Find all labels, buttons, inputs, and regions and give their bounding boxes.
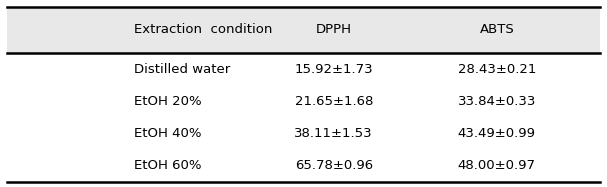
Text: 21.65±1.68: 21.65±1.68 <box>294 95 373 108</box>
Text: EtOH 20%: EtOH 20% <box>134 95 202 108</box>
Text: 48.00±0.97: 48.00±0.97 <box>458 159 536 172</box>
Text: 38.11±1.53: 38.11±1.53 <box>294 127 373 140</box>
Text: EtOH 40%: EtOH 40% <box>134 127 202 140</box>
Text: EtOH 60%: EtOH 60% <box>134 159 202 172</box>
Text: Distilled water: Distilled water <box>134 63 231 76</box>
Text: DPPH: DPPH <box>316 23 351 36</box>
Text: ABTS: ABTS <box>480 23 514 36</box>
Text: Extraction  condition: Extraction condition <box>134 23 273 36</box>
Text: 33.84±0.33: 33.84±0.33 <box>458 95 536 108</box>
Text: 28.43±0.21: 28.43±0.21 <box>458 63 536 76</box>
Text: 15.92±1.73: 15.92±1.73 <box>294 63 373 76</box>
Text: 43.49±0.99: 43.49±0.99 <box>458 127 536 140</box>
Text: 65.78±0.96: 65.78±0.96 <box>294 159 373 172</box>
Bar <box>7 7 600 53</box>
